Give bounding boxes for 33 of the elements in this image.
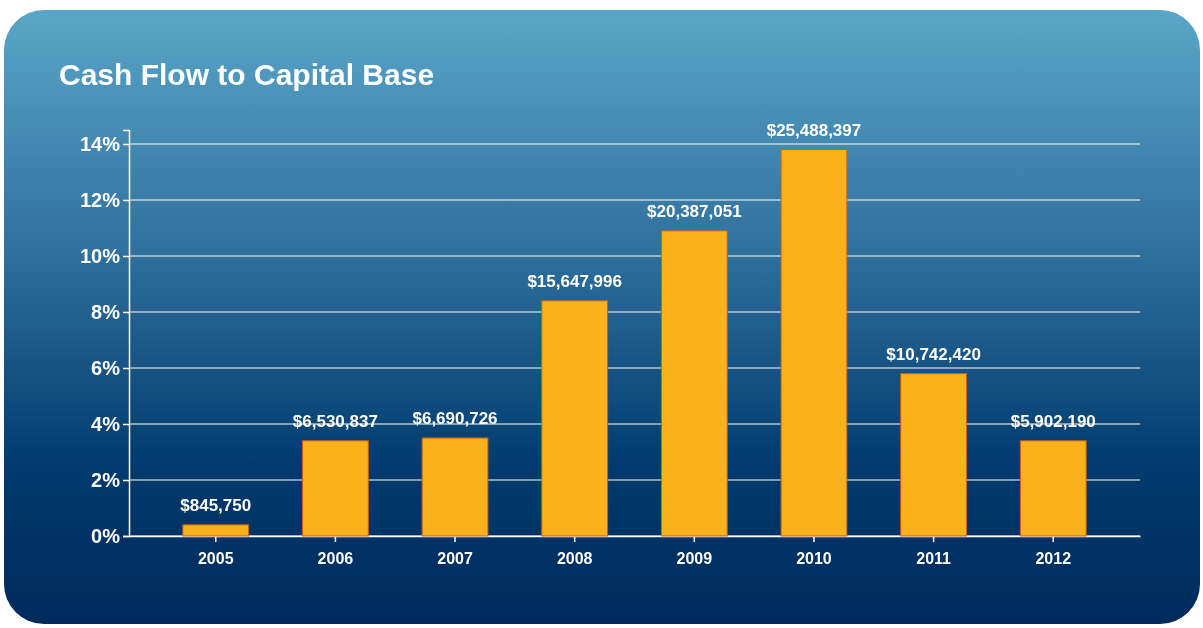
bar — [780, 149, 848, 537]
x-tick-label: 2012 — [1035, 550, 1072, 568]
bar — [182, 524, 250, 537]
y-tick-label: 10% — [79, 244, 121, 267]
bar — [301, 440, 369, 537]
bar — [660, 230, 728, 537]
x-tick-label: 2008 — [556, 550, 593, 568]
x-tick-label: 2011 — [916, 550, 952, 568]
annotation: $25,488,397 — [766, 120, 862, 140]
annotation: $5,902,190 — [1010, 411, 1096, 431]
y-tick-label: 12% — [79, 188, 121, 211]
x-tick-label: 2006 — [317, 550, 354, 568]
annotation: $20,387,051 — [647, 201, 742, 221]
y-tick-label: 0% — [91, 524, 121, 547]
x-tick-label: 2005 — [197, 550, 234, 568]
annotation: $6,530,837 — [292, 411, 378, 431]
annotation: $15,647,996 — [527, 271, 622, 291]
annotation: $845,750 — [180, 495, 252, 515]
y-tick-label: 6% — [91, 356, 121, 379]
annotation: $6,690,726 — [412, 409, 498, 428]
y-tick-label: 4% — [91, 412, 121, 435]
chart-title: Cash Flow to Capital Base — [59, 58, 435, 91]
x-tick-label: 2010 — [796, 550, 832, 568]
bar — [1019, 440, 1087, 537]
y-tick-label: 14% — [79, 132, 121, 155]
x-tick-label: 2007 — [437, 550, 473, 568]
y-tick-label: 2% — [91, 468, 121, 491]
y-tick-label: 8% — [91, 300, 121, 323]
annotation: $10,742,420 — [886, 344, 981, 364]
bar — [421, 437, 489, 537]
x-tick-label: 2009 — [676, 550, 713, 568]
bar — [541, 300, 609, 537]
bar — [900, 373, 968, 537]
